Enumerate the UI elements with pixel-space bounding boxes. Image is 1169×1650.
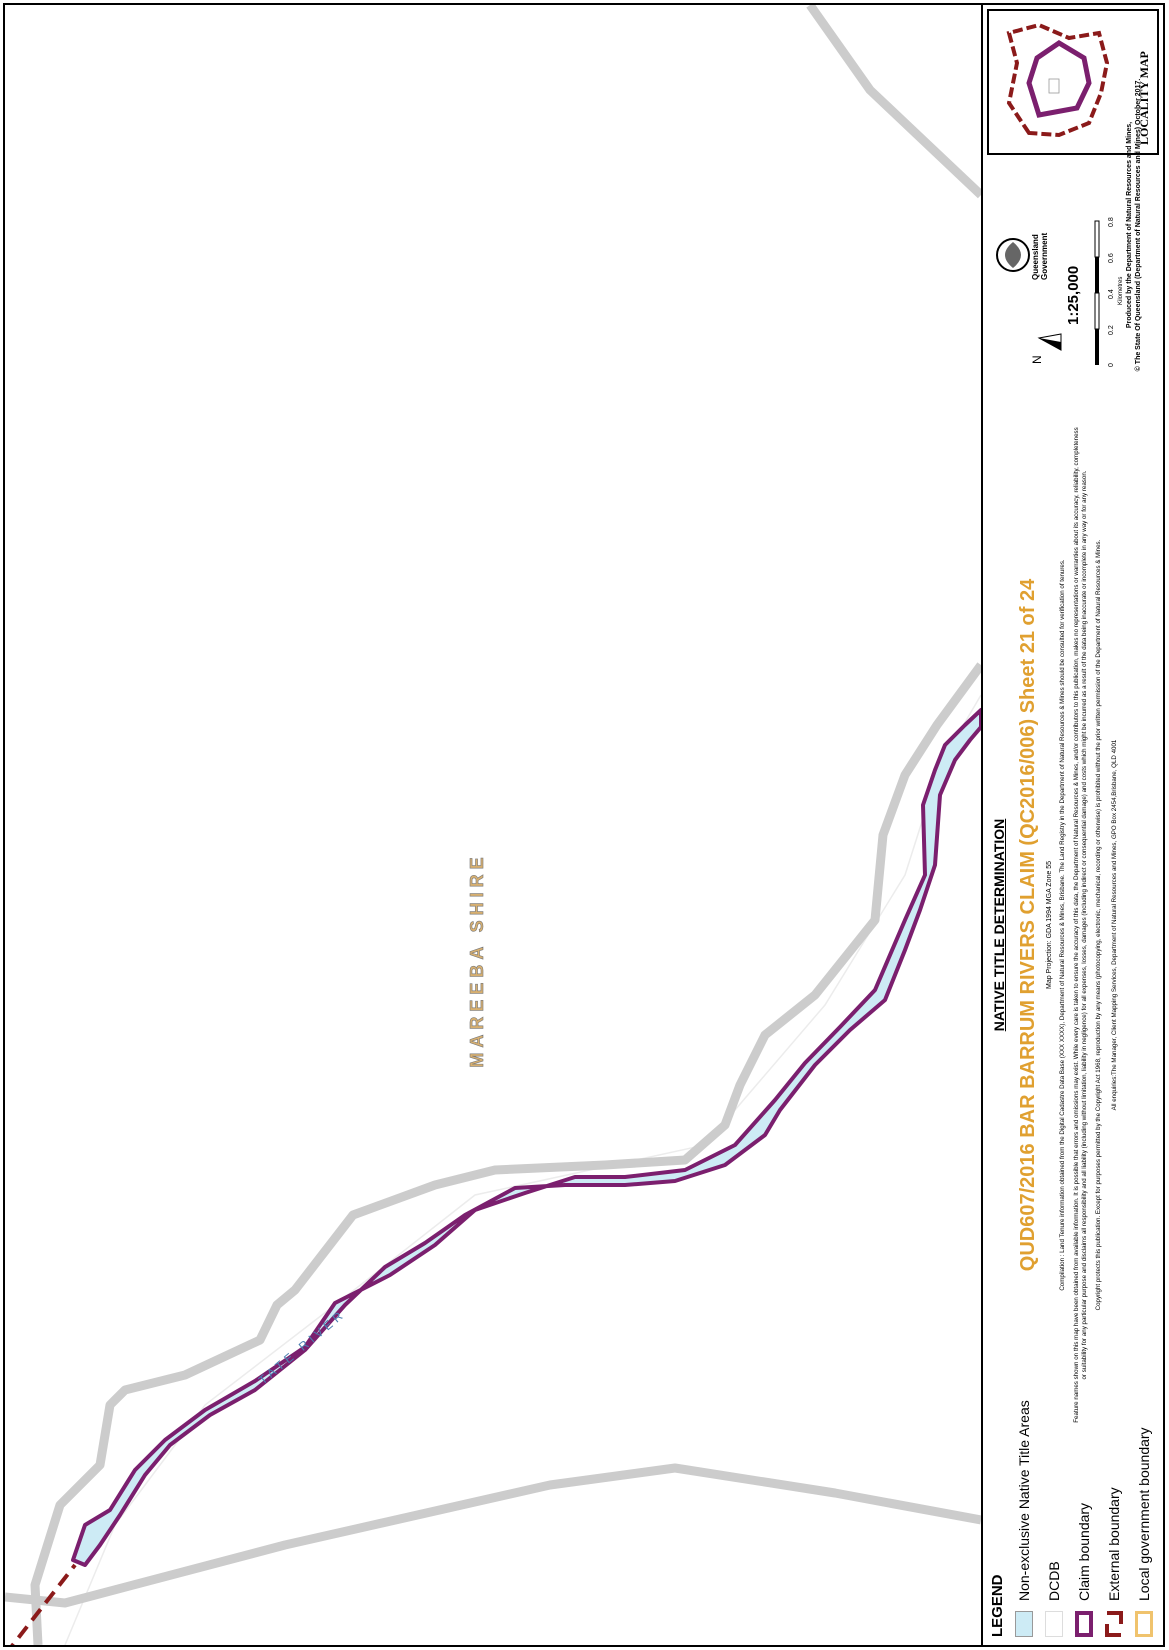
dcdb-swatch — [1045, 1611, 1063, 1637]
locality-map-graphic — [1006, 22, 1110, 138]
government-name: Queensland Government — [1031, 233, 1049, 280]
svg-text:0: 0 — [1108, 363, 1115, 367]
disclaimer-text: Feature names shown on this map have bee… — [1073, 427, 1088, 1423]
map-frame — [3, 3, 1165, 1647]
svg-text:0.8: 0.8 — [1108, 217, 1115, 227]
sheet-title: QUD607/2016 BAR BARRUM RIVERS CLAIM (QC2… — [1017, 578, 1039, 1272]
government-name-line: Queensland — [1031, 234, 1040, 280]
svg-text:0.4: 0.4 — [1108, 289, 1115, 299]
legend-item: DCDB — [1043, 1561, 1065, 1637]
legend-label: DCDB — [1046, 1561, 1062, 1601]
north-arrow-icon: N — [1030, 333, 1062, 364]
road-line — [30, 662, 981, 1645]
svg-text:0.2: 0.2 — [1108, 325, 1115, 335]
queensland-crest-icon — [996, 238, 1030, 272]
legend-item: External boundary — [1103, 1487, 1125, 1637]
claim-boundary-swatch — [1075, 1611, 1093, 1637]
external-boundary-swatch — [1105, 1611, 1123, 1637]
map-canvas: MAREEBA SHIRE TATE RIVER — [5, 5, 981, 1645]
locality-map — [987, 9, 1159, 155]
scale-ratio: 1:25,000 — [1065, 265, 1082, 325]
svg-text:N: N — [1030, 355, 1044, 364]
native-title-swatch — [1015, 1611, 1033, 1637]
legend-label: Claim boundary — [1076, 1502, 1092, 1601]
region-label: MAREEBA SHIRE — [467, 852, 487, 1067]
projection-note: Map Projection: GDA 1994 MGA Zone 55 — [1046, 861, 1053, 990]
legend-label: Local government boundary — [1136, 1427, 1152, 1601]
svg-text:Kilometres: Kilometres — [1118, 277, 1124, 305]
enquiries-text: All enquiries:The Manager, Client Mappin… — [1111, 739, 1118, 1111]
external-boundary — [10, 1563, 77, 1645]
legend-item: Local government boundary — [1133, 1427, 1155, 1637]
determination-heading: NATIVE TITLE DETERMINATION — [991, 818, 1007, 1032]
legend-item: Claim boundary — [1073, 1503, 1095, 1637]
panel-divider — [981, 5, 983, 1645]
native-title-area — [71, 708, 981, 1567]
local-government-swatch — [1135, 1611, 1153, 1637]
legend-title: LEGEND — [989, 1574, 1006, 1637]
compilation-note: Compilation : Land Tenure information ob… — [1059, 559, 1066, 1291]
scale-bar: 0 0.2 0.4 0.6 0.8 Kilometres — [1094, 217, 1124, 367]
copyright-text: Copyright protects this publication. Exc… — [1095, 539, 1102, 1311]
road-line — [5, 1463, 981, 1608]
svg-text:0.6: 0.6 — [1108, 253, 1115, 263]
locality-map-label: LOCALITY MAP — [1137, 51, 1151, 145]
government-name-line: Government — [1040, 232, 1049, 280]
legend-label: External boundary — [1106, 1487, 1122, 1601]
title-block: NATIVE TITLE DETERMINATION QUD607/2016 B… — [985, 405, 1119, 1445]
side-panel: LEGEND Non-exclusive Native Title Areas … — [985, 7, 1161, 1645]
road-line — [806, 5, 981, 199]
